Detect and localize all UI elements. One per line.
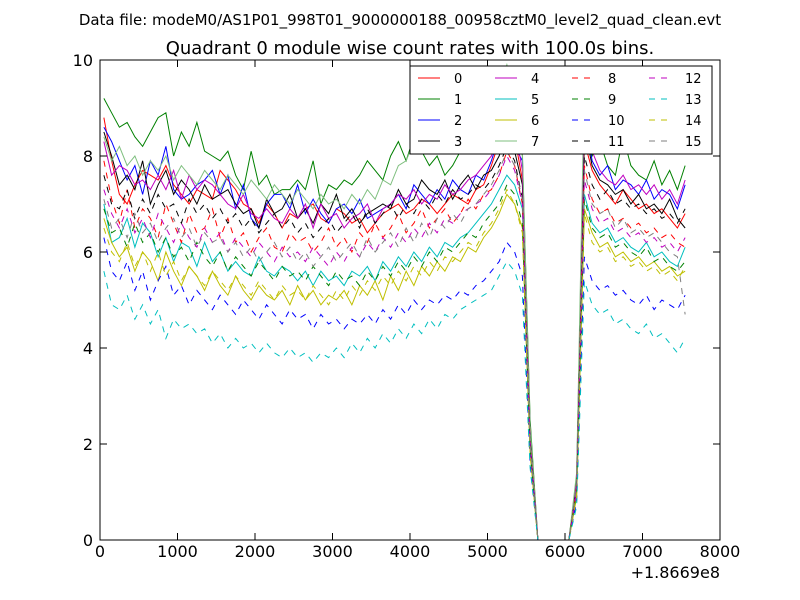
x-tick-label: 3000 xyxy=(312,542,353,561)
legend-label-2: 2 xyxy=(454,114,462,129)
legend-label-5: 5 xyxy=(531,93,539,108)
legend-label-6: 6 xyxy=(531,114,539,129)
series-line-13 xyxy=(103,260,686,540)
legend-label-13: 13 xyxy=(685,93,702,108)
series-line-15 xyxy=(103,150,686,540)
series-line-11 xyxy=(103,145,686,540)
x-tick-label: 0 xyxy=(95,542,105,561)
y-tick-label: 6 xyxy=(83,243,93,262)
x-tick-label: 6000 xyxy=(545,542,586,561)
series-line-14 xyxy=(103,188,686,540)
legend-label-1: 1 xyxy=(454,93,462,108)
series-line-3 xyxy=(103,127,686,540)
y-tick-label: 0 xyxy=(83,531,93,550)
legend-label-4: 4 xyxy=(531,72,539,87)
figure-suptitle: Data file: modeM0/AS1P01_998T01_90000001… xyxy=(79,11,721,30)
series-line-5 xyxy=(103,174,686,540)
legend-label-14: 14 xyxy=(685,114,702,129)
x-tick-label: 2000 xyxy=(235,542,276,561)
series-line-8 xyxy=(103,149,686,540)
series-line-0 xyxy=(103,116,686,540)
series-layer xyxy=(103,62,686,540)
legend-label-12: 12 xyxy=(685,72,702,87)
legend-frame xyxy=(409,65,713,155)
x-tick-label: 4000 xyxy=(390,542,431,561)
legend-label-15: 15 xyxy=(685,135,702,150)
legend-label-10: 10 xyxy=(608,114,625,129)
x-tick-label: 5000 xyxy=(467,542,508,561)
series-line-12 xyxy=(103,154,686,540)
x-axis-offset-label: +1.8669e8 xyxy=(631,563,720,582)
series-line-10 xyxy=(103,237,686,540)
series-line-9 xyxy=(103,183,686,540)
legend-label-0: 0 xyxy=(454,72,462,87)
y-tick-label: 4 xyxy=(83,339,93,358)
legend-label-11: 11 xyxy=(608,135,625,150)
series-line-6 xyxy=(103,193,686,540)
y-tick-label: 10 xyxy=(73,51,93,70)
series-line-4 xyxy=(103,103,686,540)
x-tick-label: 1000 xyxy=(157,542,198,561)
legend-label-7: 7 xyxy=(531,135,539,150)
chart-title: Quadrant 0 module wise count rates with … xyxy=(166,38,655,59)
y-tick-label: 2 xyxy=(83,435,93,454)
legend-label-3: 3 xyxy=(454,135,462,150)
y-tick-label: 8 xyxy=(83,147,93,166)
legend-label-8: 8 xyxy=(608,72,616,87)
x-tick-label: 7000 xyxy=(622,542,663,561)
legend-label-9: 9 xyxy=(608,93,616,108)
x-tick-label: 8000 xyxy=(700,542,741,561)
